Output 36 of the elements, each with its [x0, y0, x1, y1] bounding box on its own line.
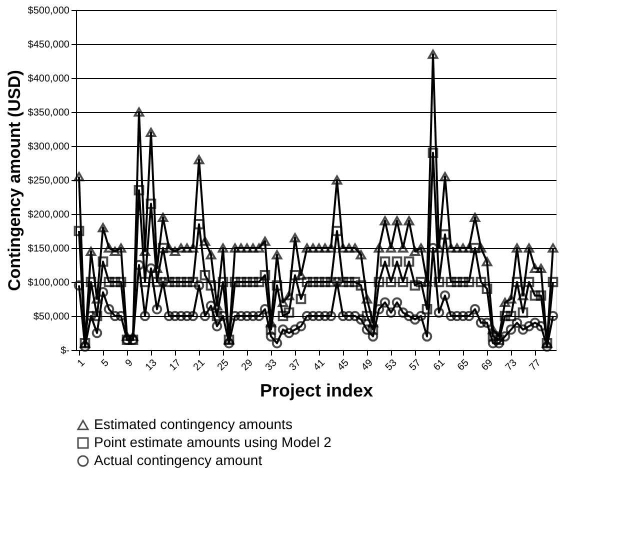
x-tick-label: 53 [384, 357, 400, 374]
y-tick-label: $200,000 [28, 210, 70, 220]
x-tick-label: 29 [240, 357, 256, 374]
x-tick-label: 5 [100, 357, 112, 370]
x-tick-label: 61 [432, 357, 448, 374]
x-tick-label: 57 [408, 357, 424, 374]
y-tick-label: $450,000 [28, 40, 70, 50]
y-tick-label: $150,000 [28, 244, 70, 254]
x-axis-title: Project index [260, 380, 374, 400]
x-tick-label: 41 [312, 357, 328, 374]
legend-label: Actual contingency amount [94, 452, 262, 468]
y-tick-label: $350,000 [28, 108, 70, 118]
y-tick-label: $500,000 [28, 6, 70, 16]
legend-label: Estimated contingency amounts [94, 416, 292, 432]
y-tick-label: $- [60, 346, 70, 356]
y-tick-label: $300,000 [28, 142, 70, 152]
x-tick-label: 17 [168, 357, 184, 374]
y-axis-title: Contingency amount (USD) [4, 70, 24, 291]
x-tick-label: 69 [480, 357, 496, 374]
x-tick-label: 65 [456, 357, 472, 374]
legend-label: Point estimate amounts using Model 2 [94, 434, 332, 450]
x-tick-label: 13 [144, 357, 160, 374]
y-tick-label: $250,000 [28, 176, 70, 186]
x-tick-label: 77 [528, 357, 544, 374]
x-tick-label: 1 [76, 357, 88, 370]
x-tick-label: 37 [288, 357, 304, 374]
x-tick-label: 25 [216, 357, 232, 374]
x-tick-label: 21 [192, 357, 208, 374]
y-tick-label: $50,000 [33, 312, 70, 322]
x-tick-label: 33 [264, 357, 280, 374]
x-tick-label: 49 [360, 357, 376, 374]
x-tick-label: 73 [504, 357, 520, 374]
x-tick-label: 9 [124, 357, 136, 370]
y-tick-label: $100,000 [28, 278, 70, 288]
x-tick-label: 45 [336, 357, 352, 374]
y-tick-label: $400,000 [28, 74, 70, 84]
